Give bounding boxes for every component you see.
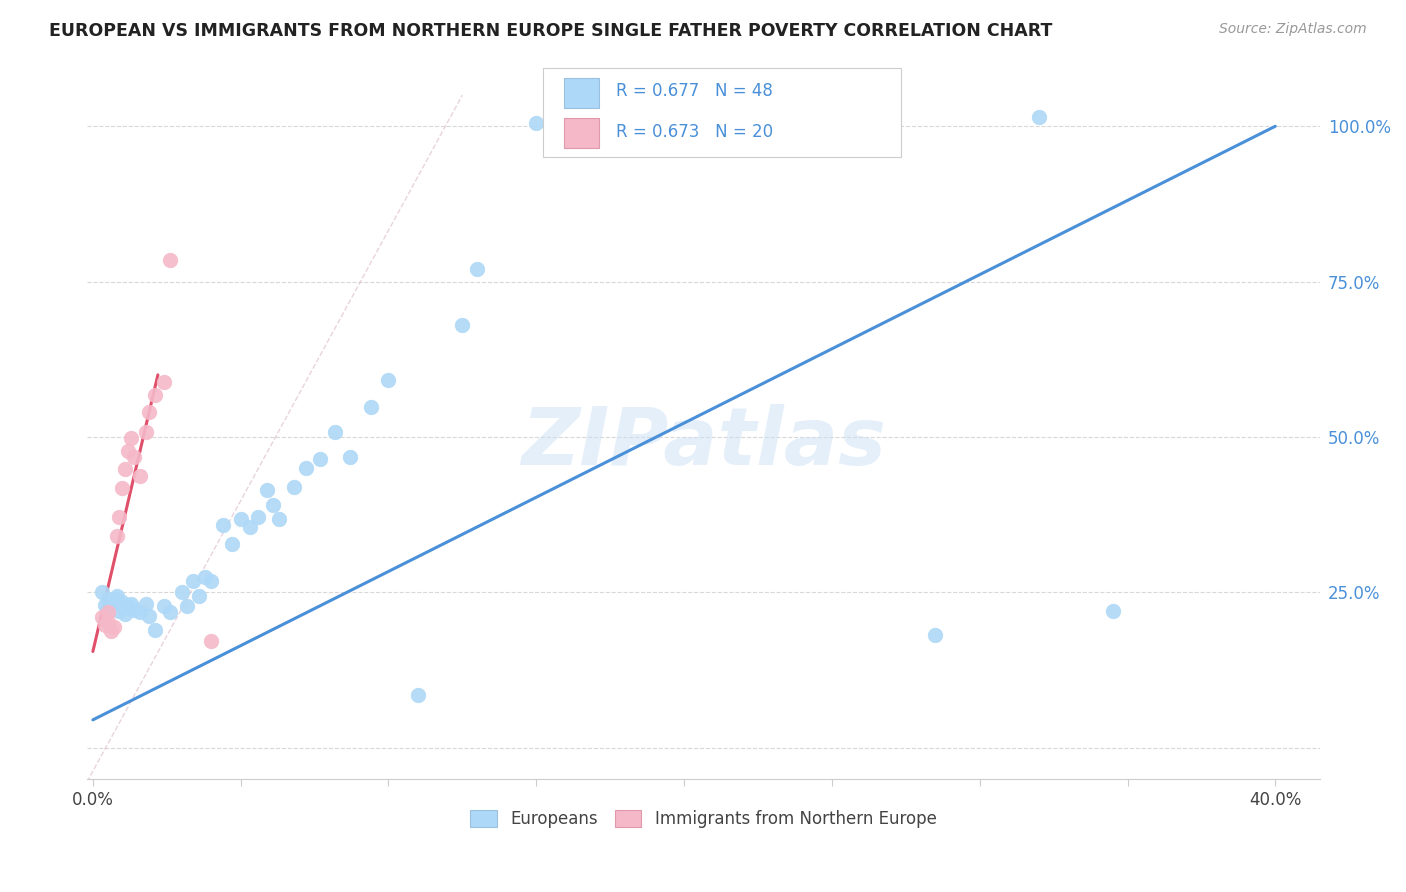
- Point: [103, 597, 125, 611]
- Text: ZIPatlas: ZIPatlas: [520, 404, 886, 482]
- Point: [97, 605, 120, 619]
- Point: [138, 405, 160, 419]
- Point: [97, 591, 120, 606]
- Point: [114, 607, 136, 622]
- Point: [176, 599, 198, 613]
- Point: [117, 443, 139, 458]
- FancyBboxPatch shape: [564, 118, 599, 148]
- Point: [170, 585, 193, 599]
- Text: R = 0.673   N = 20: R = 0.673 N = 20: [616, 123, 773, 141]
- Point: [143, 623, 166, 637]
- Point: [153, 376, 176, 390]
- Point: [406, 688, 429, 702]
- Text: Source: ZipAtlas.com: Source: ZipAtlas.com: [1219, 22, 1367, 37]
- Point: [1028, 110, 1050, 124]
- Point: [90, 585, 112, 599]
- Point: [269, 512, 291, 526]
- Point: [212, 518, 235, 533]
- Point: [117, 599, 139, 613]
- Point: [159, 605, 181, 619]
- FancyBboxPatch shape: [543, 68, 901, 157]
- Text: EUROPEAN VS IMMIGRANTS FROM NORTHERN EUROPE SINGLE FATHER POVERTY CORRELATION CH: EUROPEAN VS IMMIGRANTS FROM NORTHERN EUR…: [49, 22, 1053, 40]
- Point: [135, 425, 157, 439]
- Legend: Europeans, Immigrants from Northern Europe: Europeans, Immigrants from Northern Euro…: [464, 804, 943, 835]
- Point: [122, 450, 145, 464]
- Point: [221, 537, 243, 551]
- Text: R = 0.677   N = 48: R = 0.677 N = 48: [616, 82, 773, 100]
- FancyBboxPatch shape: [564, 78, 599, 108]
- Point: [100, 624, 122, 638]
- Point: [200, 574, 222, 589]
- Point: [309, 451, 332, 466]
- Point: [339, 450, 361, 464]
- Point: [97, 615, 120, 630]
- Point: [200, 634, 222, 648]
- Point: [524, 116, 547, 130]
- Point: [105, 529, 128, 543]
- Point: [120, 431, 142, 445]
- Point: [105, 589, 128, 603]
- Point: [451, 318, 474, 333]
- Point: [229, 512, 252, 526]
- Point: [377, 373, 399, 387]
- Point: [360, 400, 382, 414]
- Point: [262, 499, 284, 513]
- Point: [120, 597, 142, 611]
- Point: [93, 617, 115, 632]
- Point: [108, 509, 131, 524]
- Point: [283, 480, 305, 494]
- Point: [159, 252, 181, 267]
- Point: [111, 481, 134, 495]
- Point: [135, 597, 157, 611]
- Point: [256, 483, 278, 497]
- Point: [465, 262, 488, 277]
- Point: [114, 462, 136, 476]
- Point: [108, 604, 131, 618]
- Point: [100, 598, 122, 612]
- Point: [238, 520, 260, 534]
- Point: [93, 598, 115, 612]
- Point: [129, 468, 152, 483]
- Point: [294, 461, 316, 475]
- Point: [183, 574, 205, 589]
- Point: [924, 628, 946, 642]
- Point: [323, 425, 346, 439]
- Point: [153, 599, 176, 613]
- Point: [194, 570, 217, 584]
- Point: [129, 605, 152, 619]
- Point: [103, 591, 125, 606]
- Point: [90, 610, 112, 624]
- Point: [111, 595, 134, 609]
- Point: [138, 609, 160, 624]
- Point: [97, 601, 120, 615]
- Point: [122, 603, 145, 617]
- Point: [247, 509, 270, 524]
- Point: [103, 619, 125, 633]
- Point: [143, 388, 166, 402]
- Point: [1101, 604, 1123, 618]
- Point: [188, 589, 211, 603]
